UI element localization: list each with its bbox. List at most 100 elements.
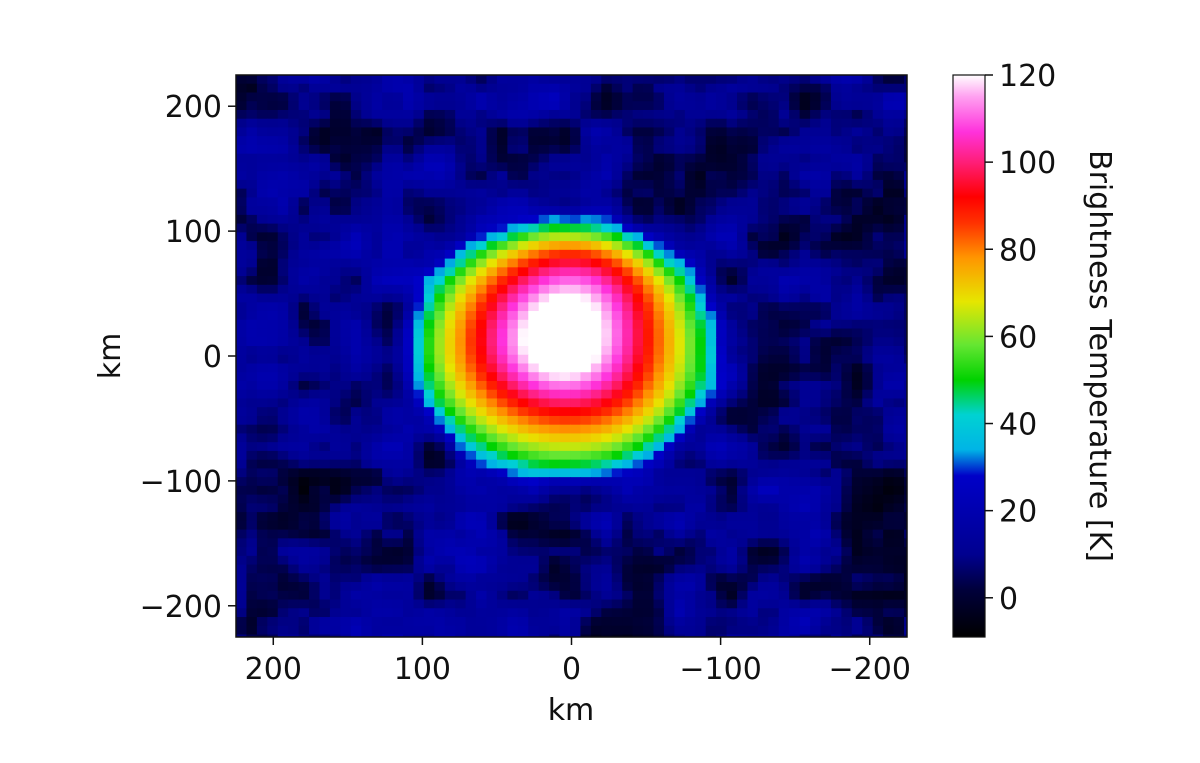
heatmap-cell xyxy=(382,538,394,548)
heatmap-cell xyxy=(674,450,686,461)
heatmap-cell xyxy=(851,398,863,408)
heatmap-cell xyxy=(434,328,446,338)
heatmap-cell xyxy=(267,92,279,102)
heatmap-cell xyxy=(674,337,686,347)
heatmap-cell xyxy=(486,477,498,487)
heatmap-cell xyxy=(611,75,623,85)
heatmap-cell xyxy=(705,433,717,443)
heatmap-cell xyxy=(496,197,508,207)
heatmap-cell xyxy=(319,485,331,496)
heatmap-cell xyxy=(778,555,790,566)
heatmap-cell xyxy=(862,162,874,172)
heatmap-cell xyxy=(309,564,321,574)
heatmap-cell xyxy=(768,267,780,277)
heatmap-cell xyxy=(256,354,268,365)
heatmap-cell xyxy=(611,328,623,338)
heatmap-cell xyxy=(496,407,508,417)
heatmap-cell xyxy=(747,380,759,391)
heatmap-cell xyxy=(632,214,644,225)
heatmap-cell xyxy=(590,494,602,504)
heatmap-cell xyxy=(549,337,561,347)
heatmap-cell xyxy=(632,407,644,417)
heatmap-cell xyxy=(277,118,289,129)
heatmap-cell xyxy=(663,75,675,85)
heatmap-cell xyxy=(622,398,634,408)
heatmap-cell xyxy=(601,634,613,637)
heatmap-cell xyxy=(559,127,571,137)
heatmap-cell xyxy=(684,398,696,408)
heatmap-cell xyxy=(705,503,717,513)
heatmap-cell xyxy=(434,634,446,637)
heatmap-cell xyxy=(778,372,790,382)
heatmap-cell xyxy=(820,337,832,347)
heatmap-cell xyxy=(726,109,738,120)
heatmap-cell xyxy=(643,564,655,574)
heatmap-cell xyxy=(382,450,394,461)
heatmap-cell xyxy=(267,424,279,435)
heatmap-cell xyxy=(298,92,310,102)
heatmap-cell xyxy=(476,503,488,513)
heatmap-cell xyxy=(789,109,801,120)
heatmap-cell xyxy=(277,407,289,417)
heatmap-cell xyxy=(893,171,905,181)
heatmap-cell xyxy=(549,319,561,330)
heatmap-cell xyxy=(601,75,613,85)
heatmap-cell xyxy=(643,118,655,129)
heatmap-cell xyxy=(329,337,341,347)
heatmap-cell xyxy=(371,564,383,574)
heatmap-cell xyxy=(684,407,696,417)
heatmap-cell xyxy=(674,372,686,382)
heatmap-cell xyxy=(830,153,842,164)
heatmap-cell xyxy=(455,538,467,548)
heatmap-cell xyxy=(820,162,832,172)
heatmap-cell xyxy=(246,179,258,190)
heatmap-cell xyxy=(757,407,769,417)
heatmap-cell xyxy=(517,109,529,120)
heatmap-cell xyxy=(413,398,425,408)
heatmap-cell xyxy=(820,573,832,583)
heatmap-cell xyxy=(538,433,550,443)
heatmap-cell xyxy=(737,223,749,233)
heatmap-cell xyxy=(622,293,634,303)
heatmap-cell xyxy=(851,92,863,102)
heatmap-cell xyxy=(444,249,456,260)
heatmap-cell xyxy=(580,127,592,137)
heatmap-cell xyxy=(830,214,842,225)
heatmap-cell xyxy=(496,538,508,548)
heatmap-cell xyxy=(361,634,373,637)
heatmap-cell xyxy=(757,555,769,566)
heatmap-cell xyxy=(423,223,435,233)
heatmap-cell xyxy=(382,634,394,637)
heatmap-cell xyxy=(883,214,895,225)
heatmap-cell xyxy=(830,346,842,356)
heatmap-cell xyxy=(705,302,717,312)
heatmap-cell xyxy=(726,398,738,408)
heatmap-cell xyxy=(507,503,519,513)
heatmap-cell xyxy=(726,302,738,312)
heatmap-cell xyxy=(695,249,707,260)
heatmap-cell xyxy=(570,284,582,295)
heatmap-cell xyxy=(496,179,508,190)
heatmap-cell xyxy=(444,118,456,129)
heatmap-cell xyxy=(517,363,529,373)
heatmap-cell xyxy=(737,144,749,155)
heatmap-cell xyxy=(695,101,707,111)
heatmap-cell xyxy=(486,485,498,496)
heatmap-cell xyxy=(538,109,550,120)
heatmap-cell xyxy=(820,433,832,443)
heatmap-cell xyxy=(382,529,394,539)
heatmap-cell xyxy=(455,162,467,172)
heatmap-cell xyxy=(256,372,268,382)
heatmap-cell xyxy=(465,276,477,286)
heatmap-cell xyxy=(434,512,446,522)
heatmap-cell xyxy=(319,337,331,347)
heatmap-cell xyxy=(413,485,425,496)
heatmap-cell xyxy=(340,634,352,637)
heatmap-cell xyxy=(413,293,425,303)
heatmap-cell xyxy=(799,468,811,478)
heatmap-cell xyxy=(455,573,467,583)
heatmap-cell xyxy=(872,599,884,609)
heatmap-cell xyxy=(768,512,780,522)
heatmap-cell xyxy=(382,442,394,452)
heatmap-cell xyxy=(382,337,394,347)
